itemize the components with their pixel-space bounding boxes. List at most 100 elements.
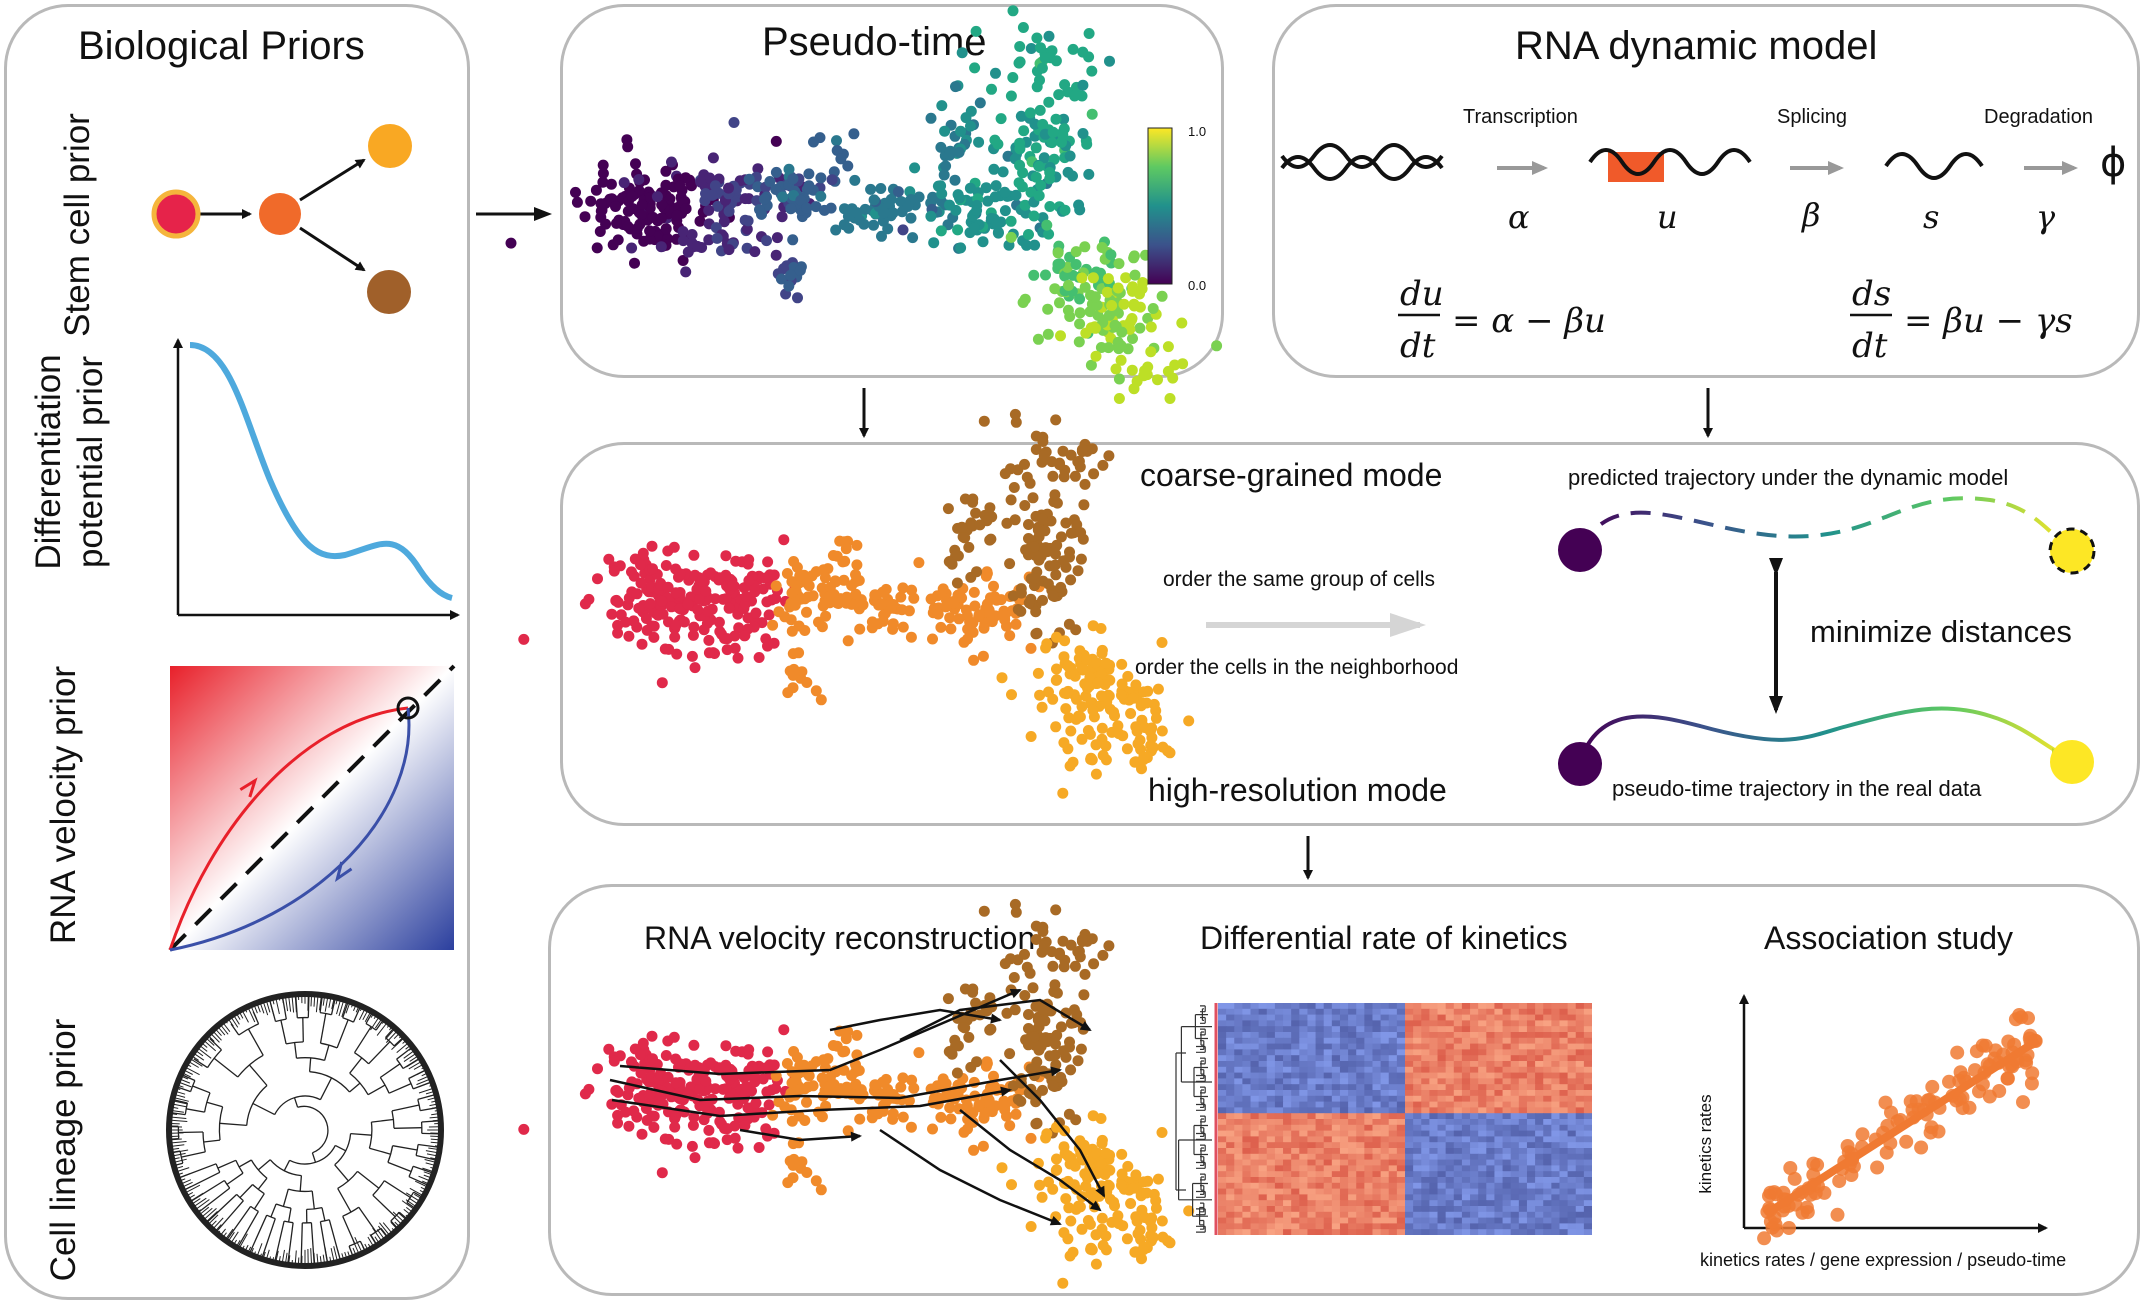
lineage-leaf (335, 999, 338, 1005)
cell-point (1046, 946, 1058, 958)
cell-point (1040, 269, 1051, 281)
heatmap-cell (1356, 1032, 1365, 1039)
unspliced-rna (1588, 148, 1752, 176)
cell-point (943, 1046, 955, 1058)
cell-point (635, 1067, 647, 1079)
lineage-leaf (242, 1245, 245, 1249)
cell-point (984, 502, 996, 514)
cell-point (671, 648, 683, 660)
heatmap-cell (1364, 1153, 1374, 1161)
lineage-leaf (198, 1209, 202, 1212)
lineage-branch (393, 1127, 422, 1129)
heatmap-cell (1526, 1136, 1536, 1143)
heatmap-cell (1299, 1165, 1309, 1172)
heatmap-cell (1258, 1229, 1268, 1235)
heatmap-cell (1315, 1153, 1325, 1161)
heatmap-cell (1331, 1072, 1341, 1079)
heatmap-cell (1291, 1049, 1300, 1056)
heatmap-cell (1258, 1194, 1268, 1201)
lineage-branch (369, 1147, 391, 1155)
lineage-leaf (353, 1005, 356, 1011)
lineage-leaf (351, 1004, 353, 1008)
heatmap-cell (1299, 1014, 1309, 1021)
cell-point (634, 218, 646, 230)
cell-point (644, 1088, 656, 1100)
heatmap-cell (1575, 1194, 1585, 1201)
heatmap-cell (1405, 1194, 1414, 1201)
lineage-leaf (427, 1097, 436, 1101)
cell-point (1049, 559, 1061, 571)
cell-point (763, 1099, 775, 1111)
heatmap-cell (1405, 1032, 1414, 1039)
heatmap-cell (1364, 1188, 1374, 1195)
heatmap-cell (1510, 1148, 1520, 1155)
heatmap-cell (1234, 1206, 1243, 1213)
assoc-point (1840, 1139, 1855, 1153)
repression-arrow (334, 861, 353, 883)
heatmap-cell (1356, 1043, 1365, 1050)
heatmap-cell (1567, 1211, 1577, 1219)
heatmap-cell (1218, 1043, 1227, 1050)
cell-point (820, 610, 832, 622)
cell-point (1100, 740, 1112, 752)
heatmap-cell (1380, 1032, 1390, 1039)
heatmap-cell (1380, 1101, 1390, 1108)
heatmap-cell (1323, 1148, 1333, 1155)
heatmap-cell (1274, 1142, 1284, 1149)
cell-point (644, 598, 656, 610)
heatmap-cell (1380, 1130, 1390, 1137)
heatmap-cell (1470, 1113, 1479, 1120)
lineage-leaf (225, 1228, 234, 1239)
cell-point (743, 575, 755, 586)
heatmap-cell (1372, 1165, 1382, 1172)
heatmap-cell (1380, 1066, 1390, 1074)
heatmap-cell (1535, 1113, 1544, 1120)
heatmap-cell (1478, 1200, 1487, 1207)
cell-point (1162, 341, 1174, 353)
assoc-point (1942, 1074, 1956, 1089)
heatmap-cell (1315, 1037, 1325, 1045)
heatmap-cell (1413, 1113, 1422, 1120)
lineage-leaf (198, 1048, 212, 1059)
cell-point (1008, 482, 1020, 493)
heatmap-cell (1510, 1084, 1520, 1091)
cell-point (655, 241, 667, 253)
heatmap-cell (1291, 1084, 1300, 1091)
heatmap-cell (1218, 1032, 1227, 1039)
lineage-leaf (430, 1157, 436, 1160)
heatmap-cell (1291, 1194, 1300, 1201)
lineage-arc (223, 1180, 231, 1189)
heatmap-cell (1526, 1026, 1536, 1033)
cell-point (816, 582, 828, 594)
heatmap-cell (1413, 1148, 1422, 1155)
heatmap-cell (1551, 1130, 1561, 1137)
heatmap-cell (1502, 1026, 1512, 1033)
heatmap-cell (1494, 1113, 1504, 1120)
heatmap-cell (1421, 1008, 1430, 1016)
heatmap-cell (1429, 1136, 1439, 1143)
lineage-leaf (218, 1027, 226, 1036)
heatmap-cell (1396, 1182, 1406, 1190)
heatmap-cell (1486, 1095, 1496, 1103)
heatmap-cell (1502, 1171, 1512, 1178)
heatmap-cell (1510, 1043, 1520, 1050)
heatmap-cell (1551, 1066, 1561, 1074)
heatmap-cell (1266, 1177, 1276, 1184)
cell-point (1078, 499, 1090, 511)
heatmap-cell (1291, 1142, 1300, 1149)
cell-point (702, 1095, 714, 1107)
heatmap-cell (1453, 1119, 1463, 1126)
heatmap-cell (1461, 1217, 1471, 1224)
lineage-branch (253, 1193, 265, 1210)
heatmap-cell (1291, 1119, 1300, 1126)
heatmap-cell (1234, 1217, 1243, 1224)
heatmap-cell (1567, 1124, 1577, 1132)
heatmap-cell (1429, 1229, 1439, 1235)
heatmap-cell (1323, 1003, 1333, 1010)
heatmap-cell (1380, 1217, 1390, 1224)
heatmap-cell (1437, 1229, 1447, 1235)
cell-point (721, 644, 733, 656)
heatmap-cell (1445, 1119, 1455, 1126)
heatmap-cell (1494, 1200, 1504, 1207)
cell-point (739, 630, 751, 642)
